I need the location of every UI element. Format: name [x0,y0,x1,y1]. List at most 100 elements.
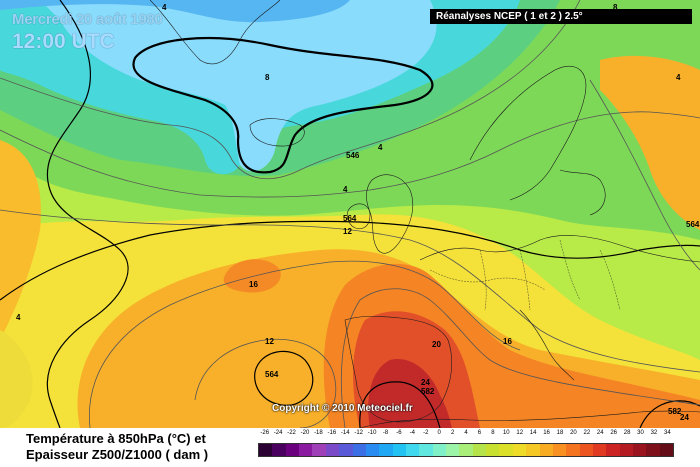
scale-swatch [606,444,620,456]
iceland-coast [249,118,305,147]
scale-swatch [365,444,380,456]
legend-title-line1: Température à 850hPa (°C) et [26,431,206,446]
scale-swatch [646,444,660,456]
isotherm-16 [88,260,521,428]
scale-swatch [285,444,300,456]
scale-swatch [633,444,647,456]
isotherm-east [589,79,700,271]
scale-tick-label: 2 [450,430,455,436]
scale-tick-label: 10 [502,430,510,436]
field-east-warm [600,55,700,230]
scale-swatch [272,444,286,456]
africa-coast [359,410,700,428]
contour-label: 12 [343,227,352,236]
contour-label: 16 [249,280,258,289]
contour-label: 4 [162,3,167,12]
scandinavia-coast [469,65,587,201]
greenland-coast [149,0,281,65]
contour-label: 20 [432,340,441,349]
scale-swatch [299,444,313,456]
scale-tick-label: 22 [583,430,591,436]
scale-tick-label: 28 [623,430,631,436]
isotherm-12-low [194,338,337,428]
scale-swatch [419,444,433,456]
iberia-coast [344,316,453,423]
isotherm-4-north [0,0,581,180]
scale-swatch [592,444,607,456]
border-2 [479,249,487,311]
scale-swatch [312,444,326,456]
scale-swatch [526,444,540,456]
isotherm-8 [0,111,700,198]
italy-coast [519,309,575,381]
contour-label: 16 [503,337,512,346]
scale-tick-label: 34 [664,430,671,436]
scale-tick-label: -12 [354,430,363,436]
scale-tick-label: -6 [396,430,402,436]
europe-coast [419,235,700,263]
scale-tick-label: 30 [637,430,644,436]
scale-swatch [379,444,393,456]
scale-tick-label: -26 [260,430,270,436]
scale-swatch [659,444,674,456]
isotherm-12 [0,209,700,373]
scale-swatch [552,444,567,456]
scale-swatch [405,444,420,456]
color-scale-bar [258,443,674,457]
scale-swatch [352,444,366,456]
scale-swatch [499,444,513,456]
border-4 [559,239,581,301]
scale-swatch [539,444,553,456]
scale-tick-label: -24 [273,430,283,436]
scale-tick-label: 20 [570,430,577,436]
scale-tick-label: 26 [610,430,618,436]
scale-tick-label: 18 [556,430,564,436]
contour-label: 582 [668,407,682,416]
field-west-warm [0,140,41,340]
scale-tick-label: -8 [382,430,389,436]
scale-tick-label: -4 [409,430,416,436]
field-lightblue [40,0,437,172]
contour-label: 546 [346,151,360,160]
copyright-notice: Copyright © 2010 Meteociel.fr [272,403,413,414]
scale-swatch [566,444,580,456]
thickness-contour-582-east [639,400,700,428]
isotherm-20 [340,288,700,428]
thickness-contour-564 [0,220,700,301]
scale-tick-label: -18 [314,430,323,436]
border-5 [599,249,621,311]
border-3 [519,249,531,311]
scale-swatch [579,444,593,456]
scale-tick-label: 32 [650,430,658,436]
scale-swatch [446,444,460,456]
field-west-warm2 [0,330,33,428]
field-darkred [368,359,452,428]
scale-swatch [512,444,527,456]
contour-label: 564 [686,220,700,229]
scale-swatch [259,444,273,456]
scale-tick-label: 14 [529,430,537,436]
contour-label: 4 [343,185,348,194]
field-blob16 [223,259,281,293]
contour-label: 12 [265,337,274,346]
scale-tick-label: -10 [367,430,377,436]
contour-label: 4 [378,143,383,152]
thickness-contour-582 [359,381,441,428]
legend-title-line2: Epaisseur Z500/Z1000 ( dam ) [26,447,209,462]
thickness-contour-546 [132,37,434,174]
scale-tick-label: 8 [491,430,495,436]
scale-tick-label: 16 [543,430,550,436]
field-blue [0,0,350,23]
baltic-coast [559,169,606,216]
scale-tick-label: 24 [596,430,604,436]
border-1 [429,269,546,291]
weather-map: 4 8 4 546 4 564 12 16 12 564 20 16 24 58… [0,0,700,428]
map-date: Mercredi 20 août 1980 [12,11,163,28]
map-canvas: 4 8 4 546 4 564 12 16 12 564 20 16 24 58… [0,0,700,428]
scale-tick-label: 4 [464,430,468,436]
contour-label: 564 [265,370,279,379]
contour-label: 8 [265,73,270,82]
scale-swatch [459,444,473,456]
scale-tick-label: -14 [340,430,350,436]
scale-tick-label: -2 [423,430,429,436]
